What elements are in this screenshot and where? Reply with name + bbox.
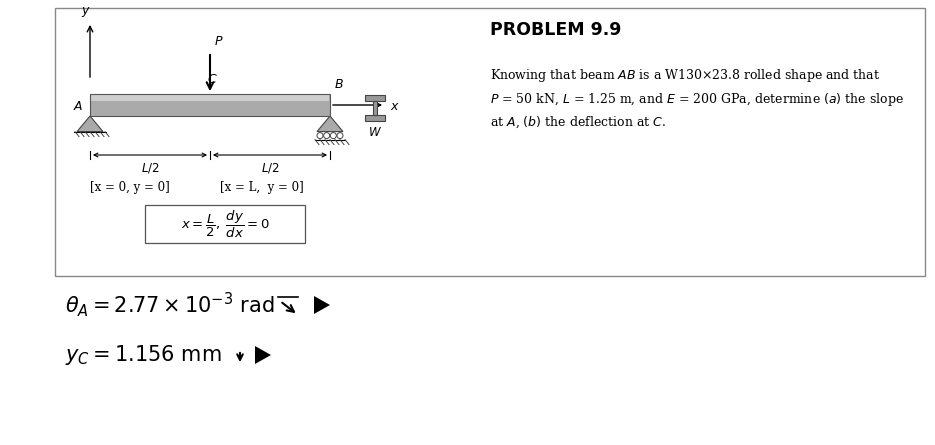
Text: $y$: $y$: [81, 5, 91, 19]
Circle shape: [330, 133, 337, 138]
Bar: [91, 94, 329, 101]
Text: $\theta_A = 2.77\times10^{-3}\ \mathrm{rad}$: $\theta_A = 2.77\times10^{-3}\ \mathrm{r…: [65, 291, 275, 320]
Bar: [365, 115, 385, 121]
Circle shape: [337, 133, 343, 138]
Bar: [373, 101, 377, 115]
Polygon shape: [317, 116, 343, 132]
Bar: [365, 95, 385, 101]
Polygon shape: [255, 346, 271, 364]
Text: $P$: $P$: [214, 35, 223, 48]
Text: $L/2$: $L/2$: [141, 161, 159, 175]
Bar: [145, 205, 305, 243]
Text: $P$ = 50 kN, $L$ = 1.25 m, and $E$ = 200 GPa, determine $(a)$ the slope: $P$ = 50 kN, $L$ = 1.25 m, and $E$ = 200…: [490, 92, 904, 109]
Text: $C$: $C$: [207, 73, 217, 86]
Text: $W$: $W$: [368, 126, 382, 139]
Circle shape: [317, 133, 323, 138]
Text: Knowing that beam $AB$ is a W130×23.8 rolled shape and that: Knowing that beam $AB$ is a W130×23.8 ro…: [490, 66, 881, 84]
Text: $x$: $x$: [390, 101, 400, 113]
Polygon shape: [77, 116, 103, 132]
Text: [x = 0, y = 0]: [x = 0, y = 0]: [90, 182, 170, 194]
Text: [x = L,  y = 0]: [x = L, y = 0]: [220, 182, 304, 194]
Bar: [90, 94, 330, 116]
Text: $B$: $B$: [334, 78, 344, 91]
Text: $y_C = 1.156\ \mathrm{mm}$: $y_C = 1.156\ \mathrm{mm}$: [65, 343, 222, 367]
Text: $x = \dfrac{L}{2},\;\dfrac{dy}{dx} = 0$: $x = \dfrac{L}{2},\;\dfrac{dy}{dx} = 0$: [180, 208, 269, 239]
Text: at $A$, $(b)$ the deflection at $C$.: at $A$, $(b)$ the deflection at $C$.: [490, 114, 666, 130]
Circle shape: [324, 133, 330, 138]
Bar: [55, 8, 925, 276]
Text: $A$: $A$: [73, 101, 83, 113]
Bar: [90, 94, 330, 116]
Text: $L/2$: $L/2$: [261, 161, 280, 175]
Text: PROBLEM 9.9: PROBLEM 9.9: [490, 21, 622, 39]
Polygon shape: [314, 296, 330, 314]
